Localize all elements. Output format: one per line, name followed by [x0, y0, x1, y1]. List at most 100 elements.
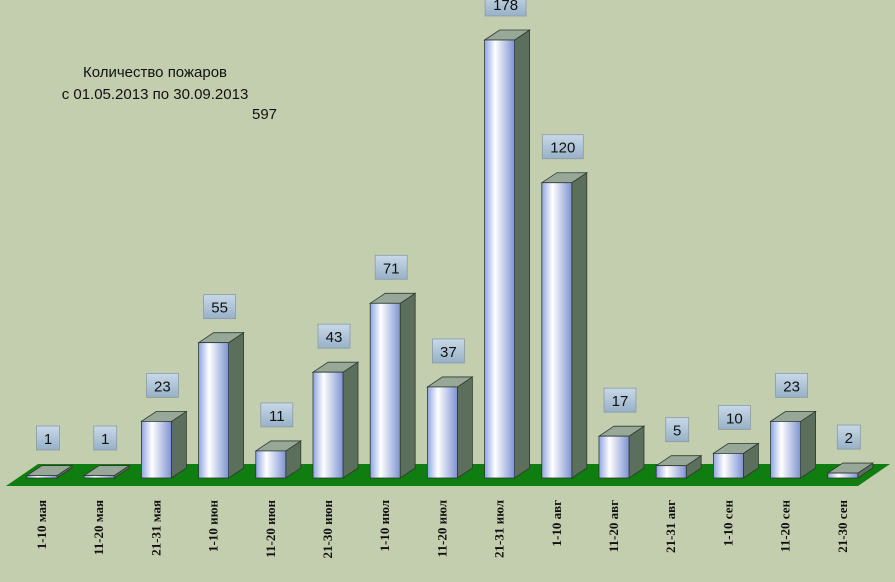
data-label-box: [718, 404, 751, 430]
data-label: 37: [431, 338, 465, 364]
x-tick-label: 1-10 сен: [720, 500, 735, 547]
data-label-text: 55: [211, 300, 228, 317]
bar: [25, 464, 74, 479]
data-label-text: 23: [783, 378, 800, 395]
x-tick-label: 11-20 июл: [434, 500, 449, 557]
data-label-text: 178: [493, 0, 518, 14]
bar-front: [598, 435, 630, 479]
data-label-text: 10: [726, 410, 743, 427]
data-label-text: 120: [550, 140, 575, 157]
data-label-box: [431, 338, 465, 364]
bar-side: [228, 331, 245, 479]
bar: [368, 292, 417, 479]
bar-front: [827, 472, 859, 479]
bar: [540, 171, 589, 479]
bar-side: [514, 29, 530, 479]
bar: [769, 410, 817, 479]
x-tick-label: 21-31 мая: [148, 500, 163, 556]
bar: [140, 410, 188, 479]
data-label-box: [36, 425, 60, 451]
bar-front: [83, 475, 115, 479]
x-tick-label: 1-10 июл: [377, 500, 392, 551]
bar-front: [484, 39, 516, 479]
data-label-text: 43: [326, 329, 343, 346]
data-label: 10: [718, 404, 751, 430]
data-label-text: 71: [383, 260, 400, 277]
data-label-box: [260, 402, 294, 428]
data-label: 11: [260, 402, 294, 428]
bar-front: [255, 450, 287, 479]
data-label-box: [836, 424, 861, 450]
bar: [426, 376, 474, 479]
x-tick-label: 11-20 авг: [606, 500, 621, 552]
data-label: 71: [374, 254, 408, 280]
bar-front: [369, 302, 401, 479]
data-label-box: [484, 0, 527, 17]
data-label-text: 17: [612, 393, 629, 410]
bar-front: [426, 386, 458, 479]
bar-front: [312, 371, 344, 479]
bar-side: [800, 410, 816, 479]
data-label-box: [317, 323, 351, 349]
data-label: 120: [541, 134, 584, 160]
bar-side: [399, 292, 416, 479]
data-label-text: 1: [44, 431, 52, 448]
data-label: 2: [836, 424, 861, 450]
data-label-box: [603, 387, 637, 413]
bar: [82, 464, 131, 479]
x-tick-label: 1-10 мая: [34, 500, 49, 549]
bar: [597, 425, 646, 479]
bar: [826, 462, 875, 479]
data-label-text: 5: [673, 423, 681, 440]
data-label-text: 37: [440, 344, 457, 361]
data-label: 17: [603, 387, 637, 413]
x-tick-label: 11-20 мая: [91, 500, 106, 555]
x-tick-labels-group: 1-10 мая 11-20 мая 21-31 мая 1-10 июн 11-20 …: [34, 499, 850, 558]
bar-front: [541, 182, 573, 479]
bar-front: [198, 342, 230, 479]
data-label-box: [374, 254, 408, 280]
data-label-text: 1: [101, 431, 109, 448]
bar: [197, 331, 245, 479]
x-tick-label: 11-20 сен: [778, 500, 793, 553]
data-label: 5: [665, 417, 690, 443]
x-tick-label: 1-10 июн: [206, 499, 221, 552]
chart-title: Количество пожаров: [82, 64, 228, 81]
x-tick-label: 21-31 июл: [492, 500, 507, 558]
bar-front: [140, 421, 172, 479]
bar-front: [655, 465, 687, 479]
x-tick-label: 11-20 июн: [263, 499, 278, 557]
chart-title-block: Количество пожаров с 01.05.2013 по 30.09…: [40, 62, 270, 106]
data-label-box: [93, 425, 118, 451]
bar: [483, 29, 531, 479]
bar: [254, 440, 303, 479]
data-label: 23: [775, 373, 808, 398]
bar-side: [456, 376, 473, 479]
data-label: 55: [203, 294, 237, 320]
x-tick-label: 21-30 июн: [320, 499, 335, 558]
data-label-box: [775, 373, 808, 398]
data-label-box: [665, 417, 690, 443]
data-label-box: [203, 294, 237, 320]
bar-front: [26, 475, 58, 479]
data-label: 43: [317, 323, 351, 349]
data-label-text: 2: [845, 430, 853, 447]
bar-front: [770, 421, 801, 479]
data-label-text: 11: [269, 408, 285, 425]
bar-side: [342, 361, 359, 479]
bar: [712, 442, 760, 479]
data-label-box: [541, 134, 584, 160]
data-label: 23: [145, 373, 179, 398]
data-label-box: [145, 373, 179, 398]
chart-total: 597: [252, 106, 278, 123]
bar: [311, 361, 360, 479]
bar-front: [713, 452, 744, 479]
data-label: 1: [93, 425, 118, 451]
data-label: 1: [36, 425, 60, 451]
data-label-text: 23: [154, 378, 171, 395]
bar-side: [571, 171, 588, 479]
x-tick-label: 21-30 сен: [835, 500, 850, 553]
data-label: 178: [484, 0, 527, 17]
